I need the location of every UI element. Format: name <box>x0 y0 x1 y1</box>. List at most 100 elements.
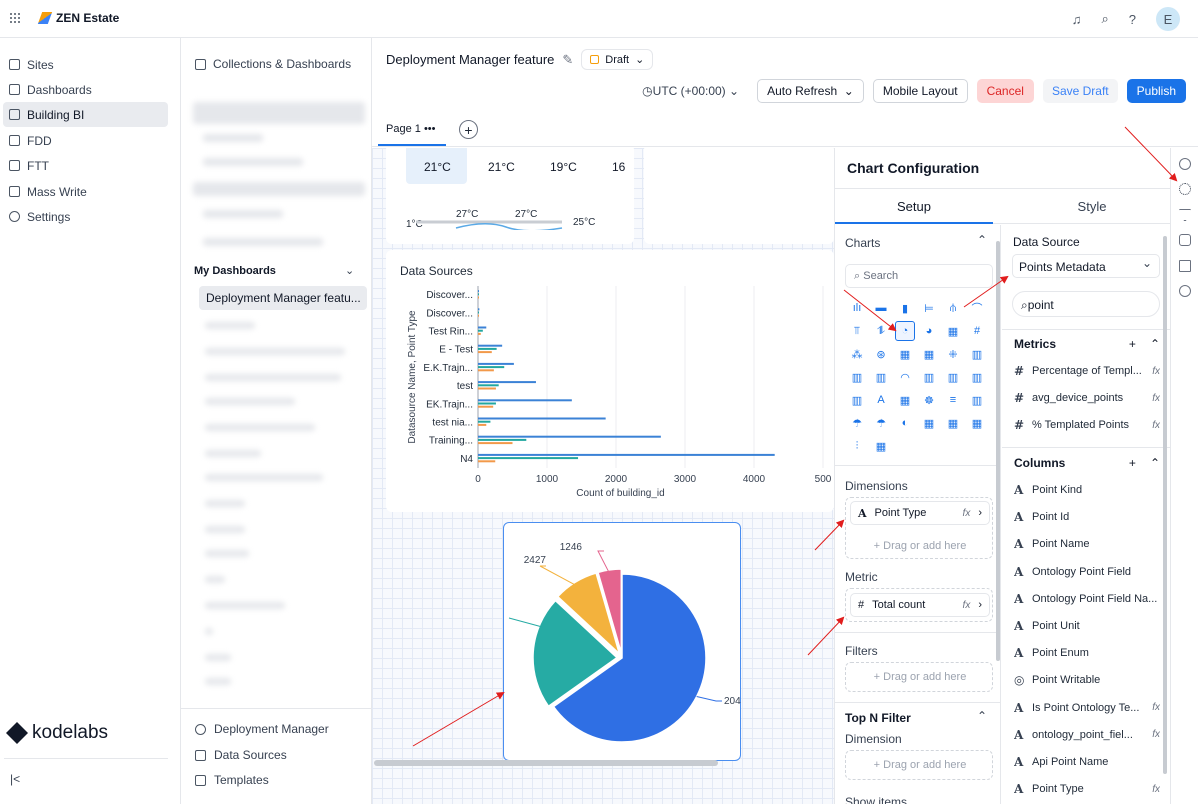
sidebar-item-sites[interactable]: Sites <box>3 52 168 77</box>
nav-deployment-manager[interactable]: Deployment Manager <box>195 722 329 736</box>
sidebar-item-fdd[interactable]: FDD <box>3 128 168 153</box>
tab-style[interactable]: Style <box>1077 199 1107 214</box>
pie-chart-card[interactable]: 204 2427 1246 <box>503 522 741 761</box>
metric-chip[interactable]: # Total count fx › <box>850 593 990 617</box>
column-field-item[interactable]: A Point Unit <box>1014 619 1160 633</box>
search-icon[interactable]: ⌕ <box>1101 11 1109 26</box>
vertical-scrollbar[interactable] <box>1163 236 1167 774</box>
chart-type-button[interactable]: ▥ <box>943 367 963 387</box>
points-pie-chart[interactable]: 204 2427 1246 <box>504 523 774 762</box>
gear-icon[interactable] <box>1179 183 1191 195</box>
chevron-right-icon[interactable]: › <box>978 599 982 611</box>
avatar[interactable]: E <box>1156 7 1180 31</box>
chart-type-button[interactable]: ⊨ <box>919 298 939 318</box>
chart-type-button[interactable]: ▥ <box>847 367 867 387</box>
collapse-sidebar-icon[interactable]: |< <box>10 772 21 786</box>
app-grid-icon[interactable] <box>10 13 20 23</box>
chart-type-button[interactable]: ▮ <box>895 298 915 318</box>
metric-field-item[interactable]: # % Templated Points fx <box>1014 418 1160 432</box>
mobile-layout-button[interactable]: Mobile Layout <box>872 79 968 103</box>
chart-type-button[interactable]: ☂ <box>871 413 891 433</box>
pencil-icon[interactable]: ✎ <box>562 51 574 67</box>
chart-type-button[interactable]: ▦ <box>943 321 963 341</box>
more-icon[interactable]: ••• <box>423 123 436 135</box>
column-field-item[interactable]: A Point Enum <box>1014 646 1160 660</box>
widget-placeholder[interactable] <box>644 148 834 244</box>
metric-dropzone[interactable]: # Total count fx › <box>845 588 993 622</box>
chart-type-button[interactable]: ◐ <box>895 413 915 433</box>
chart-type-button[interactable]: # <box>967 321 987 341</box>
chevron-up-icon[interactable]: ⌃ <box>1149 337 1160 351</box>
temperature-widget[interactable]: 21°C 21°C 19°C 16 1°C 27°C 27°C 25°C <box>386 148 634 244</box>
filter-icon[interactable] <box>1179 209 1191 221</box>
column-field-item[interactable]: A Is Point Ontology Te... fx <box>1014 701 1160 715</box>
fx-icon[interactable]: fx <box>1152 419 1160 431</box>
dimensions-dropzone[interactable]: A Point Type fx › + Drag or add here <box>845 497 993 559</box>
vertical-scrollbar[interactable] <box>996 241 1000 661</box>
save-draft-button[interactable]: Save Draft <box>1042 79 1118 103</box>
dashboard-title[interactable]: Deployment Manager feature <box>386 52 555 67</box>
chart-type-button[interactable]: ▦ <box>919 413 939 433</box>
chart-type-button[interactable]: ▥ <box>847 390 867 410</box>
filters-dropzone[interactable]: + Drag or add here <box>845 662 993 692</box>
chart-type-button[interactable]: ılı <box>847 298 867 318</box>
column-field-item[interactable]: A Ontology Point Field <box>1014 565 1160 579</box>
data-sources-chart-card[interactable]: Data Sources Datasource Name, Point Type… <box>386 250 834 512</box>
sidebar-item-ftt[interactable]: FTT <box>3 153 168 178</box>
add-icon[interactable]: + <box>1128 456 1136 470</box>
column-field-item[interactable]: A Point Id <box>1014 510 1160 524</box>
fx-icon[interactable]: fx <box>1152 365 1160 377</box>
chart-type-button[interactable]: ▦ <box>919 344 939 364</box>
column-field-item[interactable]: A Point Kind <box>1014 483 1160 497</box>
chart-type-button[interactable]: ◠ <box>895 367 915 387</box>
nav-templates[interactable]: Templates <box>195 773 269 787</box>
chart-type-button[interactable]: ≡ <box>943 390 963 410</box>
fx-icon[interactable]: fx <box>962 507 971 519</box>
sidebar-item-building-bi[interactable]: Building BI <box>3 102 168 127</box>
data-sources-bar-chart[interactable]: Datasource Name, Point Type Count of bui… <box>386 278 834 512</box>
auto-refresh-select[interactable]: Auto Refresh ⌄ <box>757 79 864 103</box>
chevron-right-icon[interactable]: › <box>978 507 982 519</box>
chevron-up-icon[interactable]: ⌃ <box>977 709 988 723</box>
metric-field-item[interactable]: # Percentage of Templ... fx <box>1014 364 1160 378</box>
chevron-up-icon[interactable]: ⌃ <box>1149 456 1160 470</box>
field-search-input[interactable]: ⌕point <box>1012 291 1160 317</box>
chart-type-button[interactable]: ⫶ <box>847 436 867 456</box>
chart-type-button[interactable]: ⊛ <box>871 344 891 364</box>
sidebar-item-dashboards[interactable]: Dashboards <box>3 77 168 102</box>
chart-pie-icon[interactable] <box>1179 158 1191 170</box>
chart-search-input[interactable]: ⌕ Search <box>845 264 993 288</box>
chart-type-button[interactable]: ▥ <box>967 390 987 410</box>
chart-type-button[interactable]: A <box>871 390 891 410</box>
column-field-item[interactable]: A Point Type fx <box>1014 782 1160 796</box>
metric-field-item[interactable]: # avg_device_points fx <box>1014 391 1160 405</box>
add-icon[interactable]: + <box>1128 337 1136 351</box>
active-dashboard-item[interactable]: Deployment Manager featu... <box>199 286 367 310</box>
publish-button[interactable]: Publish <box>1126 79 1186 103</box>
chevron-down-icon[interactable]: ⌄ <box>345 265 355 277</box>
chart-type-button[interactable]: ▥ <box>871 367 891 387</box>
horizontal-scrollbar[interactable] <box>374 760 718 766</box>
collections-header[interactable]: Collections & Dashboards <box>195 57 351 71</box>
sidebar-item-settings[interactable]: Settings <box>3 204 168 229</box>
column-field-item[interactable]: A Point Name <box>1014 537 1160 551</box>
chart-type-button[interactable]: ▦ <box>943 413 963 433</box>
chart-type-button[interactable]: ⥮ <box>871 321 891 341</box>
fx-icon[interactable]: fx <box>962 599 971 611</box>
fx-icon[interactable]: fx <box>1152 392 1160 404</box>
column-field-item[interactable]: A Api Point Name <box>1014 755 1160 769</box>
chart-type-button[interactable]: ◕ <box>919 321 939 341</box>
help-icon[interactable]: ? <box>1128 11 1136 27</box>
app-logo[interactable]: ZEN Estate <box>37 11 119 25</box>
palette-icon[interactable] <box>1179 285 1191 297</box>
chart-type-button[interactable]: ⁜ <box>943 344 963 364</box>
column-field-item[interactable]: A Ontology Point Field Na... <box>1014 592 1160 606</box>
chart-type-button[interactable]: ▦ <box>895 344 915 364</box>
tab-setup[interactable]: Setup <box>897 199 931 214</box>
sidebar-item-mass-write[interactable]: Mass Write <box>3 179 168 204</box>
timezone-select[interactable]: ◷ UTC (+00:00) ⌄ <box>633 79 749 103</box>
chart-type-button[interactable]: ▥ <box>919 367 939 387</box>
chart-type-button[interactable]: ▦ <box>895 390 915 410</box>
status-dropdown[interactable]: Draft ⌄ <box>581 49 654 70</box>
